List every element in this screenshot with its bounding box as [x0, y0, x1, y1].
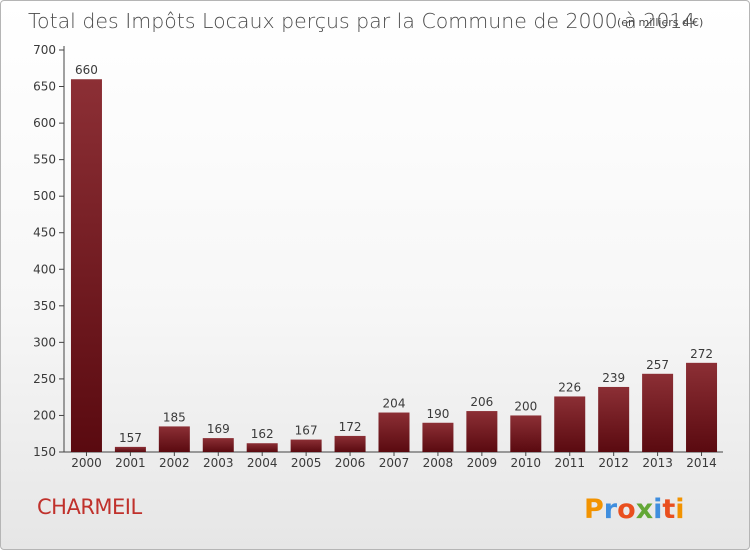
chart-unit: (en milliers d'€) [617, 16, 703, 29]
data-label-2014: 272 [690, 347, 713, 361]
y-tick-label: 200 [33, 408, 56, 422]
y-tick-label: 400 [33, 262, 56, 276]
x-tick-label-2013: 2013 [642, 456, 673, 470]
data-label-2009: 206 [470, 395, 493, 409]
bar-2005 [290, 439, 322, 452]
proxiti-logo: Proxiti [584, 494, 685, 525]
x-tick-label-2003: 2003 [203, 456, 234, 470]
y-tick-label: 300 [33, 335, 56, 349]
data-label-2010: 200 [514, 399, 537, 413]
axes: 150 200 250 300 350 400 450 500 550 600 650 700 2000… [33, 43, 723, 470]
data-label-2003: 169 [207, 422, 230, 436]
y-tick-label: 450 [33, 226, 56, 240]
bar-2002 [158, 426, 190, 452]
bar-2000 [70, 79, 102, 453]
y-tick-label: 700 [33, 43, 56, 57]
x-tick-label-2012: 2012 [598, 456, 629, 470]
x-tick-label-2004: 2004 [247, 456, 278, 470]
x-tick-label-2007: 2007 [379, 456, 410, 470]
bar-2009 [466, 411, 498, 452]
y-tick-label: 150 [33, 445, 56, 459]
data-label-2005: 167 [295, 424, 318, 438]
chart-title: Total des Impôts Locaux perçus par la Co… [28, 9, 695, 33]
data-label-2008: 190 [426, 407, 449, 421]
data-label-2004: 162 [251, 427, 274, 441]
x-tick-label-2005: 2005 [291, 456, 322, 470]
y-tick-label: 600 [33, 116, 56, 130]
data-label-2000: 660 [75, 63, 98, 77]
proxiti-logo-text: Proxiti [584, 494, 685, 525]
data-label-2013: 257 [646, 358, 669, 372]
data-label-2007: 204 [383, 397, 406, 411]
y-tick-label: 250 [33, 372, 56, 386]
data-label-2011: 226 [558, 380, 581, 394]
bar-2006 [334, 435, 366, 452]
y-tick-label: 500 [33, 189, 56, 203]
x-tick-label-2006: 2006 [335, 456, 366, 470]
data-label-2006: 172 [339, 420, 362, 434]
x-tick-label-2008: 2008 [423, 456, 454, 470]
y-tick-label: 350 [33, 299, 56, 313]
bars: 660 157 185 169 162 167 172 204 190 206 200 226 239 2… [70, 63, 718, 453]
bar-2001 [114, 446, 146, 452]
x-tick-label-2011: 2011 [554, 456, 585, 470]
bar-2014 [686, 362, 718, 452]
y-tick-label: 650 [33, 80, 56, 94]
commune-name: CHARMEIL [37, 495, 142, 519]
x-tick-label-2000: 2000 [71, 456, 102, 470]
x-tick-label-2001: 2001 [115, 456, 146, 470]
x-tick-label-2010: 2010 [511, 456, 542, 470]
y-tick-label: 550 [33, 153, 56, 167]
bar-2003 [202, 438, 234, 452]
data-label-2012: 239 [602, 371, 625, 385]
x-tick-label-2009: 2009 [467, 456, 498, 470]
bar-2007 [378, 412, 410, 452]
x-tick-label-2014: 2014 [686, 456, 717, 470]
data-label-2002: 185 [163, 410, 186, 424]
x-tick-label-2002: 2002 [159, 456, 190, 470]
bar-2011 [554, 396, 586, 452]
bar-2004 [246, 443, 278, 452]
bar-2012 [598, 386, 630, 452]
data-label-2001: 157 [119, 431, 142, 445]
bar-2013 [642, 373, 674, 452]
bar-2008 [422, 422, 454, 452]
bar-2010 [510, 415, 542, 452]
